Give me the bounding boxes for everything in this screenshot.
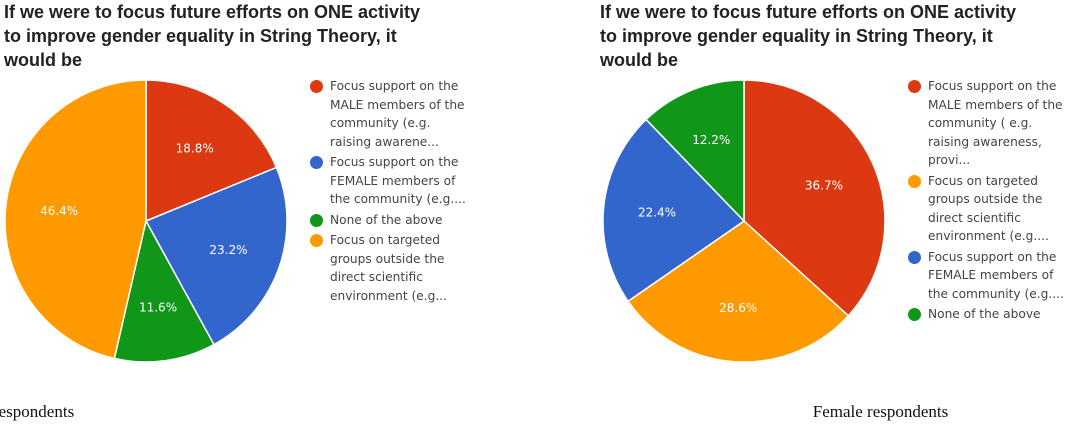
pie-slice-0 bbox=[743, 79, 886, 317]
legend-item: Focus support on the FEMALE members of t… bbox=[310, 153, 475, 209]
legend-label: Focus on targeted groups outside the dir… bbox=[330, 233, 447, 303]
slice-value-label: 22.4% bbox=[638, 205, 676, 219]
pie-chart: 36.7% 28.6% 22.4% 12.2% bbox=[602, 79, 886, 363]
pie-slice-0 bbox=[145, 79, 278, 223]
female-chart-panel: If we were to focus future efforts on ON… bbox=[532, 0, 1065, 426]
legend-swatch-icon bbox=[908, 250, 921, 264]
legend-swatch-icon bbox=[908, 80, 921, 93]
chart-caption: Female respondents bbox=[812, 402, 949, 421]
chart-caption: Male respondents bbox=[0, 402, 75, 421]
legend-label: Focus support on the MALE members of the… bbox=[928, 79, 1063, 167]
legend-item: Focus support on the FEMALE members of t… bbox=[908, 248, 1065, 304]
chart-legend: Focus support on the MALE members of the… bbox=[908, 77, 1065, 326]
legend-label: Focus support on the FEMALE members of t… bbox=[330, 155, 466, 206]
pie-slice-1 bbox=[144, 166, 288, 346]
legend-item: Focus on targeted groups outside the dir… bbox=[908, 172, 1065, 246]
legend-item: Focus support on the MALE members of the… bbox=[310, 77, 475, 151]
chart-legend: Focus support on the MALE members of the… bbox=[310, 77, 475, 307]
legend-swatch-icon bbox=[310, 156, 323, 169]
legend-item: Focus on targeted groups outside the dir… bbox=[310, 231, 475, 305]
legend-label: Focus support on the FEMALE members of t… bbox=[928, 249, 1064, 301]
pie-slice-2 bbox=[113, 218, 215, 363]
slice-value-label: 11.6% bbox=[139, 301, 177, 315]
pie-slice-3 bbox=[4, 79, 147, 360]
slice-value-label: 18.8% bbox=[176, 141, 214, 155]
legend-item: None of the above bbox=[310, 211, 475, 230]
legend-item: Focus support on the MALE members of the… bbox=[908, 77, 1065, 170]
legend-label: None of the above bbox=[330, 212, 443, 227]
legend-swatch-icon bbox=[310, 234, 323, 247]
slice-value-label: 23.2% bbox=[209, 243, 247, 257]
legend-swatch-icon bbox=[908, 174, 921, 188]
male-chart-panel: If we were to focus future efforts on ON… bbox=[0, 0, 532, 426]
pie-slice-2 bbox=[602, 118, 746, 303]
slice-value-label: 28.6% bbox=[719, 301, 757, 315]
legend-swatch-icon bbox=[310, 80, 323, 93]
slice-value-label: 46.4% bbox=[40, 204, 78, 218]
chart-title: If we were to focus future efforts on ON… bbox=[4, 2, 421, 70]
pie-slice-1 bbox=[627, 220, 850, 363]
legend-swatch-icon bbox=[908, 308, 921, 321]
slice-value-label: 36.7% bbox=[805, 179, 843, 193]
legend-item: None of the above bbox=[908, 305, 1065, 324]
legend-swatch-icon bbox=[310, 213, 323, 227]
pie-slice-3 bbox=[645, 79, 745, 223]
legend-label: Focus support on the MALE members of the… bbox=[330, 79, 465, 149]
slice-value-label: 12.2% bbox=[692, 133, 730, 147]
pie-chart: 18.8% 23.2% 11.6% 46.4% bbox=[4, 79, 288, 363]
legend-label: None of the above bbox=[928, 307, 1041, 321]
legend-label: Focus on targeted groups outside the dir… bbox=[928, 173, 1049, 244]
chart-title: If we were to focus future efforts on ON… bbox=[600, 2, 1017, 70]
